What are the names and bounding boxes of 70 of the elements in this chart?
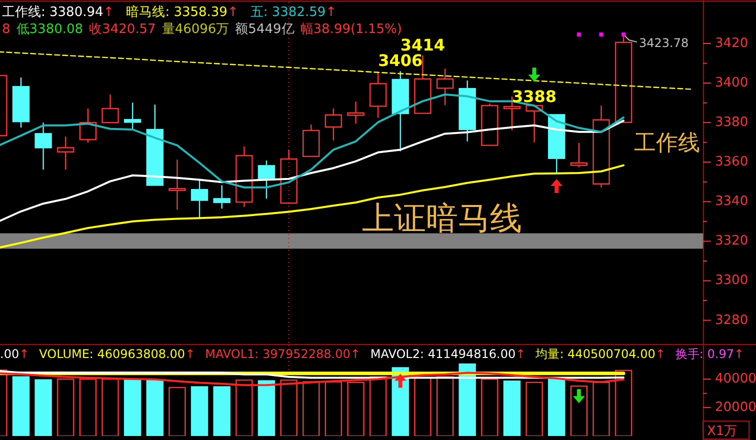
y-axis-title: X1万 — [707, 424, 738, 439]
annotation: 上证暗马线 — [362, 199, 522, 237]
bar — [79, 378, 97, 436]
bar — [324, 381, 342, 436]
annotation: 均量: 440500704.00↑ — [534, 347, 666, 361]
annotation: 工作线 — [634, 131, 700, 156]
y-tick-label: 20000 — [715, 400, 756, 416]
bar — [102, 378, 119, 436]
candlestick — [347, 101, 364, 124]
candlestick — [57, 136, 74, 170]
annotation: MAVOL2: 411494816.00↑ — [370, 347, 526, 361]
y-tick-label: 3400 — [715, 76, 748, 91]
bar — [280, 380, 298, 436]
candlestick — [213, 184, 230, 210]
bar — [190, 386, 208, 436]
bar — [236, 380, 253, 436]
bar — [124, 378, 142, 436]
annotation: 8 — [2, 22, 10, 37]
candlestick — [458, 80, 476, 142]
bar — [570, 385, 588, 436]
bar — [146, 380, 164, 436]
bar — [414, 377, 432, 436]
bar — [57, 378, 74, 436]
y-tick-label: 3280 — [715, 312, 748, 328]
y-tick-label: 3340 — [715, 194, 748, 210]
bar — [168, 386, 186, 436]
bar — [592, 382, 610, 436]
candlestick — [592, 104, 610, 188]
line-series — [0, 164, 624, 249]
y-tick-label: 3320 — [715, 234, 748, 249]
y-tick-label: 3380 — [715, 115, 748, 130]
bar — [12, 376, 30, 436]
bar — [481, 378, 498, 436]
candlestick — [369, 70, 387, 118]
annotation: 额5449亿 — [235, 22, 294, 37]
annotation: 3423.78 — [639, 36, 689, 50]
annotation: MAVOL1: 397952288.00↑ — [205, 347, 360, 361]
annotation: 五: 3382.59↑ — [250, 5, 337, 20]
candlestick — [168, 158, 186, 210]
annotation: 工作线: 3380.94↑ — [2, 5, 114, 20]
bar — [614, 370, 632, 436]
bar — [458, 363, 476, 436]
annotation: 量46096万 — [162, 22, 230, 37]
bar — [436, 376, 454, 436]
bar — [258, 380, 276, 436]
candlestick — [34, 122, 52, 170]
annotation: 暗马线: 3358.39↑ — [126, 5, 238, 20]
annotation: 幅38.99(1.15%) — [300, 22, 402, 37]
annotation: VOLUME: 460963808.00↑ — [39, 347, 196, 361]
bar — [526, 382, 543, 436]
candlestick — [236, 146, 253, 208]
candlestick — [190, 179, 208, 218]
annotation: 收3420.57 — [89, 22, 156, 37]
candlestick — [436, 68, 454, 106]
annotation: 低3380.08 — [16, 22, 84, 37]
bar — [213, 386, 230, 436]
line-series — [0, 51, 692, 90]
bar — [548, 377, 566, 436]
y-tick-label: 40000 — [715, 372, 756, 387]
bar — [34, 379, 52, 436]
bar — [347, 382, 364, 436]
annotation: .00↑ — [0, 347, 30, 361]
y-tick-label: 3420 — [715, 36, 748, 52]
y-tick-label: 3300 — [715, 273, 748, 288]
annotation: 3388 — [512, 86, 557, 106]
bar — [503, 380, 521, 436]
annotation: 换手: 0.97↑ — [675, 347, 744, 361]
bar — [369, 376, 387, 436]
bar — [302, 381, 320, 436]
y-tick-label: 3360 — [715, 154, 748, 170]
